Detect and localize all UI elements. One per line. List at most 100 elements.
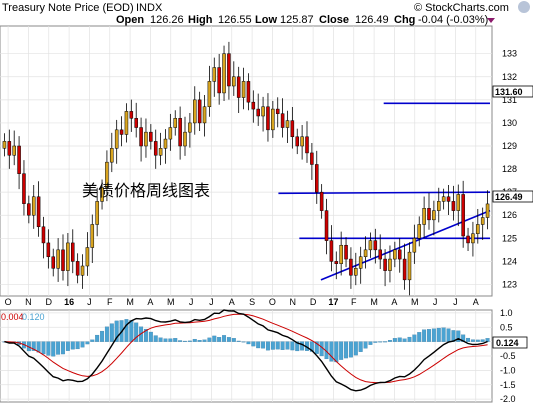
macd-y-tick-label: 1.0 — [500, 308, 513, 318]
candle-body — [139, 127, 143, 147]
candle-body — [349, 258, 353, 276]
macd-histogram-bar — [446, 328, 451, 342]
x-axis: O N D 16 J F M A M J J A S O N D 17 F M A M J J A — [5, 297, 479, 307]
chg-label: Chg — [394, 14, 415, 26]
candle-body — [368, 240, 373, 251]
macd-histogram-bar — [246, 341, 251, 345]
candle-body — [261, 106, 265, 117]
macd-histogram-bar — [353, 341, 358, 356]
macd-histogram-bar — [178, 340, 183, 342]
macd-histogram-bar — [383, 341, 388, 343]
y-tick-label: 126 — [502, 210, 517, 220]
candle-body — [383, 258, 387, 271]
candle-body — [173, 118, 178, 128]
y-tick-label: 132 — [502, 72, 517, 82]
candle-body — [36, 196, 41, 228]
candle-body — [280, 113, 285, 128]
macd-histogram-bar — [344, 341, 349, 359]
macd-y-tick-label: -0.5 — [500, 351, 516, 361]
magnifier-icon[interactable] — [518, 1, 530, 13]
x-tick-label: A — [391, 297, 397, 307]
open-label: Open — [116, 14, 144, 26]
macd-histogram-bar — [158, 337, 163, 342]
x-tick-label: S — [249, 297, 255, 307]
macd-histogram-bar — [46, 341, 51, 356]
candle-body — [373, 240, 378, 251]
macd-histogram-bar — [207, 337, 212, 342]
candles — [2, 41, 490, 296]
macd-histogram-bar — [212, 335, 217, 342]
watermark: © StockCharts.com — [414, 2, 509, 14]
macd-histogram-bar — [358, 341, 363, 352]
x-tick-label: N — [25, 297, 32, 307]
candle-body — [251, 101, 256, 110]
macd-histogram-bar — [295, 341, 300, 352]
price-tag-last — [492, 190, 533, 203]
x-tick-label: A — [473, 297, 479, 307]
macd-histogram-bar — [197, 340, 202, 342]
candle-body — [480, 217, 485, 225]
candle-body — [178, 118, 182, 147]
annotation: 美债价格周线图表 — [82, 181, 210, 200]
candle-body — [456, 194, 461, 211]
macd-histogram-bar — [348, 341, 353, 358]
macd-histogram-bar — [236, 340, 241, 342]
candle-body — [319, 191, 324, 211]
macd-histogram-bar — [270, 341, 275, 350]
price-tag-high — [492, 85, 533, 98]
candle-body — [388, 258, 392, 271]
macd-histogram-bar — [387, 340, 392, 342]
y-tick-label: 128 — [502, 164, 517, 174]
macd-histogram-bar — [261, 341, 266, 349]
candle-body — [471, 233, 475, 244]
candle-body — [22, 173, 26, 204]
macd-histogram-bar — [90, 339, 95, 342]
macd-histogram-bar — [192, 338, 197, 342]
y-tick-label: 133 — [502, 49, 517, 59]
candle-body — [95, 201, 99, 225]
macd-histogram-bar — [148, 331, 153, 342]
candle-body — [393, 249, 397, 260]
candle-body — [402, 258, 407, 281]
macd-histogram-bar — [412, 334, 417, 342]
macd-histogram-bar — [163, 338, 168, 342]
candle-body — [485, 203, 490, 218]
macd-histogram-bar — [441, 327, 446, 342]
x-tick-label: A — [229, 297, 235, 307]
macd-y-tick-label: -1.0 — [500, 365, 516, 375]
x-tick-label: M — [370, 297, 378, 307]
x-tick-label: O — [269, 297, 276, 307]
macd-histogram-bar — [466, 337, 471, 342]
high-label: High — [188, 14, 213, 26]
macd-histogram-bar — [217, 337, 222, 342]
x-tick-label: D — [46, 297, 53, 307]
candle-body — [41, 226, 46, 244]
candle-body — [314, 164, 319, 193]
high-value: 126.55 — [218, 14, 252, 26]
chg-value: -0.04 (-0.03%) — [418, 14, 488, 26]
macd-histogram-bar — [373, 341, 378, 343]
macd-histogram-bar — [31, 341, 36, 351]
macd-histogram-bar — [339, 341, 344, 360]
candle-body — [80, 265, 85, 276]
macd-histogram-bar — [41, 341, 46, 355]
macd-histogram-bar — [309, 341, 314, 352]
candle-body — [168, 127, 173, 140]
candle-body — [417, 224, 422, 239]
x-tick-label: J — [189, 297, 194, 307]
macd-y-tick-label: -2.0 — [500, 394, 516, 403]
candle-body — [27, 203, 31, 216]
candle-body — [144, 131, 148, 147]
macd-histogram-bar — [173, 338, 178, 342]
macd-histogram-bar — [124, 319, 129, 342]
candle-body — [75, 261, 80, 276]
macd-histogram-bar — [363, 341, 368, 349]
grid — [0, 26, 492, 402]
close-value: 126.49 — [355, 14, 389, 26]
price-tag-last-text: 126.49 — [495, 192, 523, 202]
price-panel-frame — [0, 25, 493, 297]
macd-histogram-bar — [402, 338, 407, 342]
macd-histogram-bar — [70, 341, 75, 350]
dropdown-arrow-icon[interactable] — [487, 18, 495, 23]
